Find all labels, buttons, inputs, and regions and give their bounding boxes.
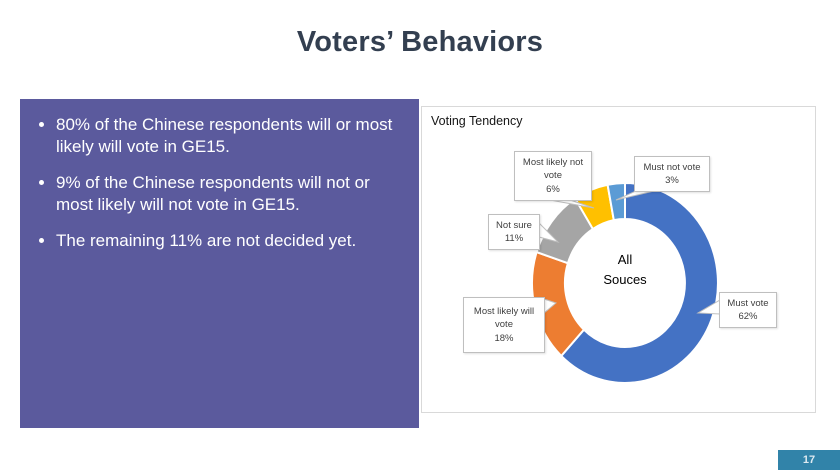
callout-value: 18%	[494, 332, 514, 344]
donut-segment-must-vote	[559, 181, 719, 384]
summary-text-box: 80% of the Chinese respondents will or m…	[20, 99, 419, 428]
callout-label: Most likely not vote	[522, 156, 584, 182]
slide-title: Voters’ Behaviors	[296, 26, 544, 58]
summary-bullet: The remaining 11% are not decided yet.	[56, 230, 407, 252]
callout-most-likely-not-vote: Most likely not vote 6%	[514, 151, 592, 201]
callout-most-likely-will-vote: Most likely will vote 18%	[463, 297, 545, 353]
callout-must-not-vote: Must not vote 3%	[634, 156, 710, 192]
chart-title: Voting Tendency	[431, 114, 523, 128]
callout-value: 6%	[546, 183, 560, 195]
page-number-tab: 17	[778, 450, 840, 470]
page-number: 17	[802, 454, 816, 466]
callout-label: Not sure	[496, 219, 532, 231]
callout-value: 62%	[738, 311, 758, 322]
voting-tendency-chart-panel: Voting Tendency Must vote 62% Most likel…	[421, 106, 816, 413]
callout-label: Most likely will vote	[473, 305, 535, 331]
donut-segment-must-not-vote	[606, 181, 626, 222]
callout-value: 3%	[665, 175, 679, 186]
callout-must-vote: Must vote 62%	[719, 292, 777, 328]
summary-bullet: 9% of the Chinese respondents will not o…	[56, 172, 407, 217]
callout-label: Must not vote	[643, 161, 701, 173]
donut-center-label: All Souces	[603, 252, 647, 288]
summary-bullet-list: 80% of the Chinese respondents will or m…	[36, 114, 407, 252]
summary-bullet: 80% of the Chinese respondents will or m…	[56, 114, 407, 159]
callout-label: Must vote	[727, 297, 769, 309]
callout-value: 11%	[504, 233, 524, 244]
callout-not-sure: Not sure 11%	[488, 214, 540, 250]
